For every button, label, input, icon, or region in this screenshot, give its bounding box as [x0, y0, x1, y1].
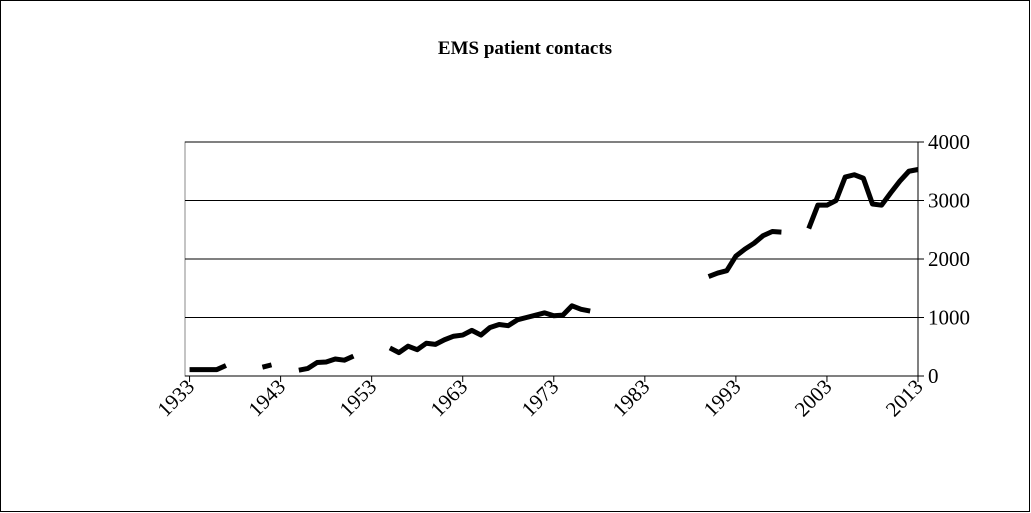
y-tick-label: 4000 [928, 130, 970, 154]
y-tick-label: 1000 [928, 306, 970, 330]
y-tick-label: 0 [928, 364, 939, 388]
y-tick-label: 2000 [928, 247, 970, 271]
chart-title: EMS patient contacts [438, 38, 612, 59]
y-tick-label: 3000 [928, 189, 970, 213]
data-line [189, 167, 919, 373]
